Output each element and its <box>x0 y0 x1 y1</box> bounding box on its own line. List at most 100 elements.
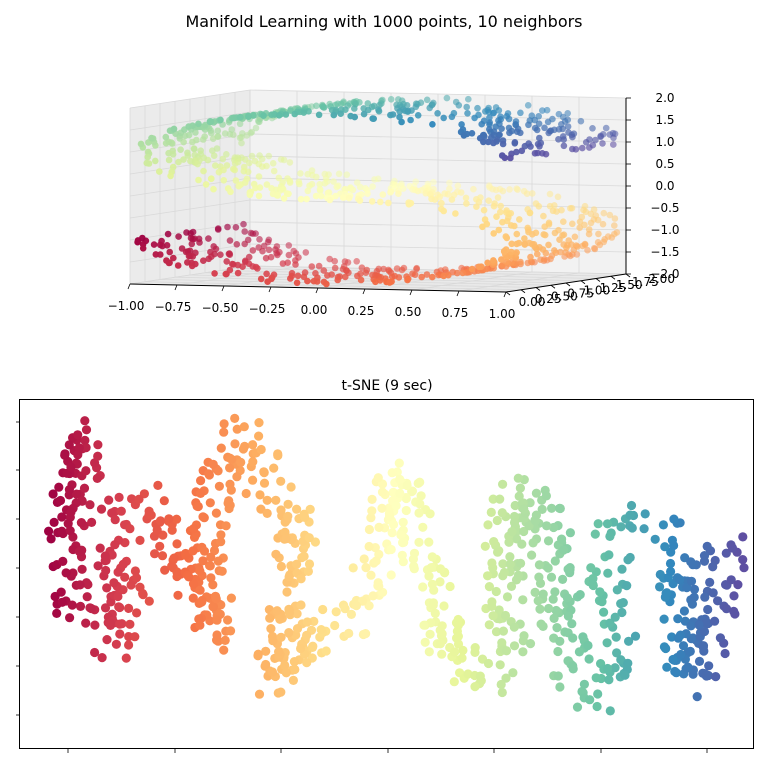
tsne-point <box>105 618 115 628</box>
point3d <box>490 139 497 147</box>
tsne-point <box>256 444 266 455</box>
point3d <box>323 280 330 288</box>
tsne-point <box>102 583 112 593</box>
point3d <box>187 157 194 165</box>
point3d <box>285 190 292 198</box>
tsne-point <box>640 509 650 519</box>
tsne-point <box>424 571 434 581</box>
tsne-point <box>398 517 408 527</box>
point3d <box>335 170 343 178</box>
tsne-point <box>276 632 286 642</box>
point3d <box>170 254 177 262</box>
tsne-point <box>702 541 712 552</box>
point3d <box>601 236 608 243</box>
tsne-point <box>567 619 577 629</box>
tsne-point <box>688 560 698 570</box>
tsne-point <box>488 494 498 504</box>
point3d <box>275 112 283 119</box>
tsne-point <box>76 518 86 528</box>
point3d <box>556 236 563 243</box>
point3d <box>498 256 505 263</box>
tsne-point <box>90 647 100 658</box>
tsne-point <box>679 606 690 616</box>
point3d <box>533 126 541 134</box>
tsne-point <box>377 503 387 513</box>
tsne-point <box>402 480 412 491</box>
tsne-point <box>196 488 206 498</box>
point3d <box>200 167 207 175</box>
point3d <box>212 245 220 253</box>
point3d <box>412 103 420 111</box>
point3d <box>258 155 266 163</box>
point3d <box>262 254 270 262</box>
point3d <box>368 198 376 205</box>
tsne-point <box>125 524 135 534</box>
tsne-point <box>113 567 123 577</box>
point3d <box>499 187 507 195</box>
point3d <box>356 197 364 204</box>
tsne-point <box>590 529 600 539</box>
tsne-point <box>361 563 371 573</box>
tsne-point <box>211 594 221 604</box>
tsne-point <box>689 592 699 602</box>
tsne-point <box>513 570 524 581</box>
point3d <box>513 249 520 256</box>
tsne-point <box>63 519 73 529</box>
tsne-point <box>484 582 494 592</box>
tsne-point <box>500 610 511 621</box>
grid-line <box>249 199 627 209</box>
tsne-point <box>262 508 272 518</box>
point3d <box>387 96 395 103</box>
tsne-point <box>107 550 117 560</box>
point3d <box>252 184 259 192</box>
point3d <box>500 247 508 255</box>
point3d <box>205 255 212 263</box>
tsne-point <box>395 474 405 484</box>
y-tick-label: 0.25 <box>535 292 562 306</box>
point3d <box>164 230 172 238</box>
figure-suptitle: Manifold Learning with 1000 points, 10 n… <box>185 12 582 31</box>
tsne-point <box>676 649 686 660</box>
tsne-point <box>572 702 583 712</box>
tsne-point <box>281 534 291 544</box>
tsne-point <box>669 514 679 524</box>
point3d <box>369 183 376 190</box>
point3d <box>521 240 528 248</box>
tsne-point <box>610 612 620 622</box>
tsne-point <box>661 588 671 598</box>
tsne-point <box>552 623 562 633</box>
point3d <box>398 266 406 274</box>
tsne-point <box>167 561 177 571</box>
point3d <box>303 195 310 203</box>
point3d <box>453 269 461 277</box>
z-tick-label: −2.0 <box>650 267 679 281</box>
tsne-point <box>259 478 270 488</box>
tsne-point <box>155 541 165 551</box>
tsne-point <box>497 687 507 698</box>
tsne-point <box>494 605 504 615</box>
point3d <box>516 216 523 223</box>
point3d <box>315 111 323 119</box>
tsne-point <box>118 559 128 569</box>
point3d <box>210 152 218 159</box>
tsne-point <box>48 489 58 499</box>
tsne-point <box>225 463 235 473</box>
tsne-point <box>639 524 649 534</box>
point3d <box>426 104 434 112</box>
tsne-point <box>698 641 709 651</box>
tsne-point <box>254 431 264 441</box>
point3d <box>300 109 308 116</box>
point3d <box>372 278 379 286</box>
tsne-point <box>254 689 265 699</box>
z-tick-label: 0.0 <box>655 179 674 193</box>
point3d <box>223 258 230 265</box>
tsne-point <box>721 548 731 558</box>
point3d <box>535 120 543 127</box>
point3d <box>480 206 488 214</box>
tsne-point <box>531 488 542 498</box>
tsne-point <box>130 632 140 642</box>
point3d <box>263 270 270 278</box>
tsne-point <box>265 613 275 623</box>
point3d <box>493 213 500 220</box>
tsne-point <box>470 682 480 692</box>
